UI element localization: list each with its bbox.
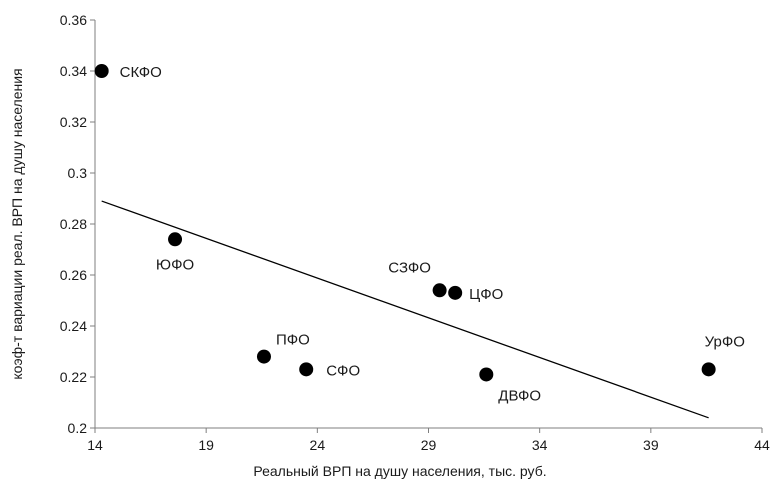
data-point — [701, 362, 716, 377]
x-tick-label: 24 — [310, 437, 326, 453]
point-label: СФО — [326, 362, 360, 379]
y-ticks: 0.2 0.22 0.24 0.26 0.28 0.3 0.32 0.34 0.36 — [60, 12, 95, 436]
y-tick-label: 0.3 — [68, 165, 88, 181]
x-tick-label: 14 — [87, 437, 103, 453]
point-label: СКФО — [120, 64, 162, 81]
data-point — [448, 285, 463, 300]
data-point — [94, 64, 109, 78]
x-tick-label: 39 — [643, 437, 659, 453]
y-tick-label: 0.2 — [68, 420, 88, 436]
axes — [94, 20, 762, 429]
x-tick-label: 29 — [421, 437, 437, 453]
y-tick-label: 0.22 — [60, 369, 87, 385]
x-axis-title: Реальный ВРП на душу населения, тыс. руб… — [253, 463, 546, 479]
point-label: ЦФО — [469, 286, 503, 303]
y-tick-label: 0.34 — [60, 63, 87, 79]
data-point — [299, 362, 314, 377]
x-tick-label: 44 — [754, 437, 770, 453]
y-tick-label: 0.26 — [60, 267, 87, 283]
x-tick-label: 34 — [532, 437, 548, 453]
trendline — [101, 200, 709, 419]
point-label: ДВФО — [498, 387, 541, 404]
y-tick-label: 0.36 — [60, 12, 87, 28]
point-label: ПФО — [276, 332, 310, 349]
data-points: СКФО ЮФО СЗФО ЦФО ПФО СФО ДВФО УрФО — [94, 64, 745, 404]
data-point — [256, 349, 271, 364]
x-tick-label: 19 — [198, 437, 214, 453]
y-tick-label: 0.24 — [60, 318, 87, 334]
data-point — [168, 232, 183, 247]
y-tick-label: 0.28 — [60, 216, 87, 232]
data-point — [432, 283, 447, 298]
y-axis-title: коэф-т вариации реал. ВРП на душу населе… — [9, 68, 25, 379]
data-point — [479, 367, 494, 382]
x-ticks: 14 19 24 29 34 39 44 — [87, 428, 770, 453]
point-label: СЗФО — [388, 259, 431, 276]
point-label: УрФО — [705, 333, 745, 350]
point-label: ЮФО — [156, 256, 194, 273]
y-tick-label: 0.32 — [60, 114, 87, 130]
